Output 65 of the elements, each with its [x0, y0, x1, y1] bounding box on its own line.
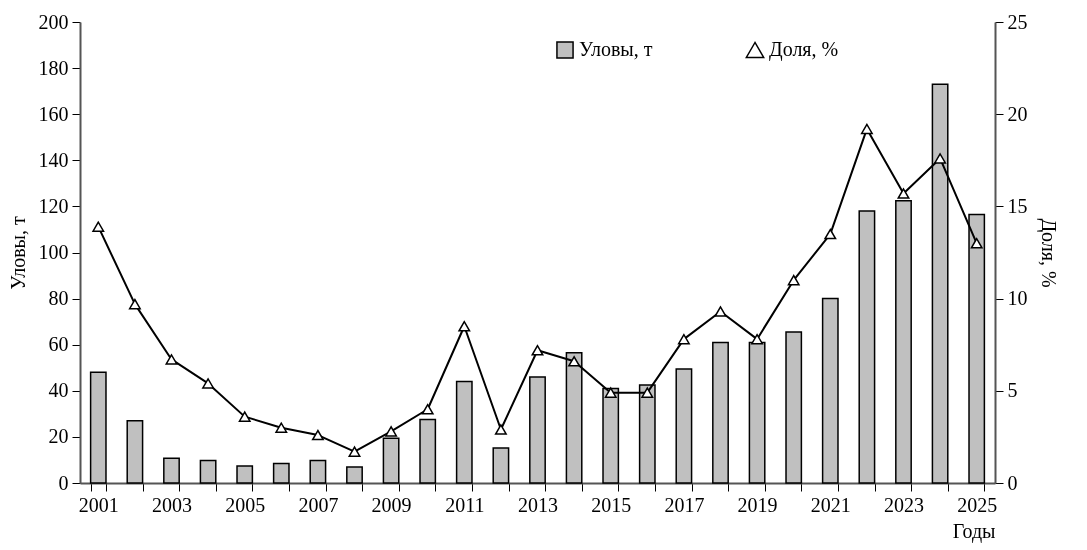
point	[970, 237, 983, 249]
x-tick-label: 2019	[737, 493, 778, 516]
point	[714, 306, 727, 317]
bar	[675, 368, 693, 484]
y-tick-label: 140	[38, 148, 69, 171]
bar	[126, 420, 144, 484]
x-tick-label: 2011	[445, 493, 485, 516]
y-tick-label: 40	[48, 379, 69, 402]
point	[531, 344, 544, 356]
bar	[858, 210, 876, 484]
point	[824, 228, 837, 240]
y-tick-label: 200	[38, 10, 69, 33]
point	[934, 153, 947, 164]
point	[897, 188, 910, 199]
x-tick-label: 2017	[664, 493, 705, 516]
y-tick-label: 180	[38, 56, 69, 79]
x-tick-label: 2005	[225, 493, 266, 516]
x-tick-label: 2013	[518, 493, 558, 516]
y-tick-label: 0	[58, 471, 69, 494]
legend-label: Уловы, т	[579, 38, 653, 60]
legend-label: Доля, %	[769, 38, 839, 61]
y2-tick-label: 10	[1007, 287, 1028, 310]
x-tick-label: 2025	[957, 493, 998, 516]
y-tick-label: 120	[38, 194, 69, 217]
y-axis-title: Уловы, т	[6, 215, 29, 290]
x-tick-label: 2003	[152, 493, 192, 516]
point	[641, 387, 654, 398]
point	[787, 274, 800, 286]
y2-tick-label: 25	[1007, 10, 1028, 33]
point	[348, 446, 361, 457]
point	[421, 403, 434, 415]
y-tick-label: 160	[38, 102, 69, 125]
point	[311, 429, 324, 441]
point	[458, 320, 471, 332]
point	[751, 333, 764, 345]
point	[385, 426, 398, 437]
x-tick-label: 2007	[298, 493, 339, 516]
bar	[309, 459, 327, 484]
y-tick-label: 80	[48, 287, 69, 310]
x-tick-label: 2023	[884, 493, 924, 516]
point	[165, 354, 178, 365]
point	[275, 422, 288, 433]
point	[92, 221, 105, 232]
y-tick-label: 100	[38, 241, 69, 263]
point	[238, 411, 251, 422]
x-tick-label: 2021	[810, 493, 851, 516]
point	[604, 387, 617, 398]
y2-tick-label: 15	[1007, 194, 1028, 217]
x-tick-label: 2015	[591, 493, 632, 516]
y-tick-label: 20	[48, 425, 69, 448]
point	[568, 356, 581, 367]
y2-tick-label: 20	[1007, 102, 1028, 125]
point	[202, 378, 215, 389]
point	[677, 333, 690, 345]
y2-axis-title: Доля, %	[1036, 218, 1060, 288]
point	[128, 298, 141, 310]
bar	[492, 447, 510, 484]
y-tick-label: 60	[48, 333, 69, 356]
x-tick-label: 2001	[78, 493, 119, 516]
y2-tick-label: 0	[1007, 471, 1018, 494]
point	[494, 424, 507, 435]
x-tick-label: 2009	[371, 493, 412, 516]
point	[860, 123, 873, 135]
x-axis-title: Годы	[952, 519, 996, 543]
y2-tick-label: 5	[1007, 379, 1018, 402]
